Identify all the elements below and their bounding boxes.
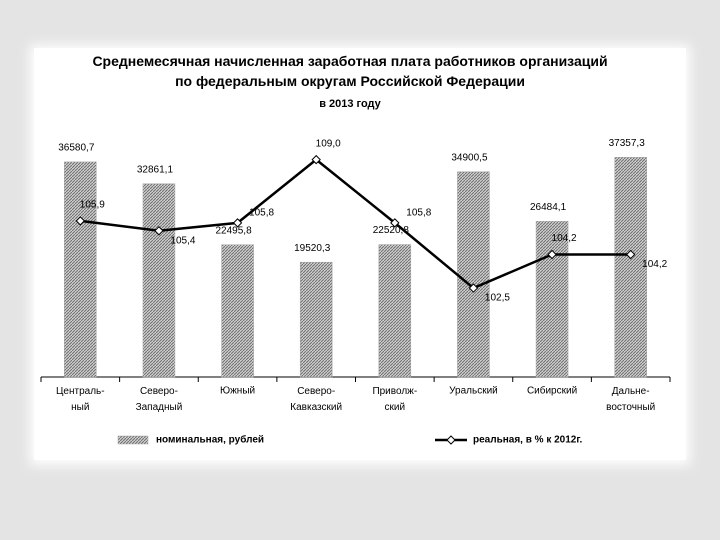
line-marker (311, 154, 321, 165)
line-value-label: 105,8 (406, 208, 431, 219)
x-tick-label: Приволж-ский (372, 386, 417, 413)
line-marker (625, 249, 636, 260)
legend-swatch (117, 435, 149, 445)
x-tick-label: Дальне-восточный (606, 386, 655, 413)
legend-marker (446, 435, 456, 445)
bar (64, 161, 97, 378)
line-marker (75, 216, 86, 226)
line-marker (154, 226, 164, 236)
bar (221, 244, 254, 378)
bar-value-label: 36580,7 (58, 143, 95, 154)
bar-value-label: 26484,1 (530, 202, 567, 213)
line-marker (232, 218, 243, 228)
line-value-label: 105,8 (249, 208, 274, 219)
x-tick-label: Уральский (449, 386, 498, 397)
bar-value-label: 34900,5 (451, 152, 488, 163)
line-value-label: 105,9 (80, 200, 105, 211)
legend-label: реальная, в % к 2012г. (473, 435, 583, 446)
line (80, 158, 631, 290)
x-tick-label: Северо-Западный (136, 386, 183, 413)
line-marker (468, 283, 479, 293)
line-value-label: 109,0 (316, 138, 341, 149)
line-value-label: 102,5 (485, 293, 510, 304)
line-marker (390, 218, 400, 228)
bar-value-label: 19520,3 (294, 243, 331, 254)
bar-value-label: 32861,1 (137, 164, 174, 175)
legend-label: номинальная, рублей (156, 434, 264, 446)
bar (535, 220, 569, 378)
line-value-label: 104,2 (552, 233, 577, 244)
x-tick-label: Южный (220, 386, 255, 397)
bar (299, 261, 333, 378)
bar (614, 157, 647, 378)
bar-value-label: 22520,8 (373, 225, 410, 236)
bar (142, 183, 176, 378)
line-value-label: 105,4 (170, 235, 195, 246)
line-marker (547, 249, 557, 260)
bar (457, 171, 490, 378)
x-tick-label: Сибирский (527, 385, 577, 397)
chart-subtitle: в 2013 году (319, 98, 381, 110)
chart-title: Среднемесячная начисленная заработная пл… (92, 53, 607, 89)
line-value-label: 104,2 (642, 259, 667, 270)
bar-value-label: 22495,8 (215, 225, 252, 236)
bar-value-label: 37357,3 (609, 138, 646, 149)
x-tick-label: Северо-Кавказский (290, 386, 342, 413)
bar (378, 244, 412, 378)
x-tick-label: Централь-ный (56, 386, 105, 413)
